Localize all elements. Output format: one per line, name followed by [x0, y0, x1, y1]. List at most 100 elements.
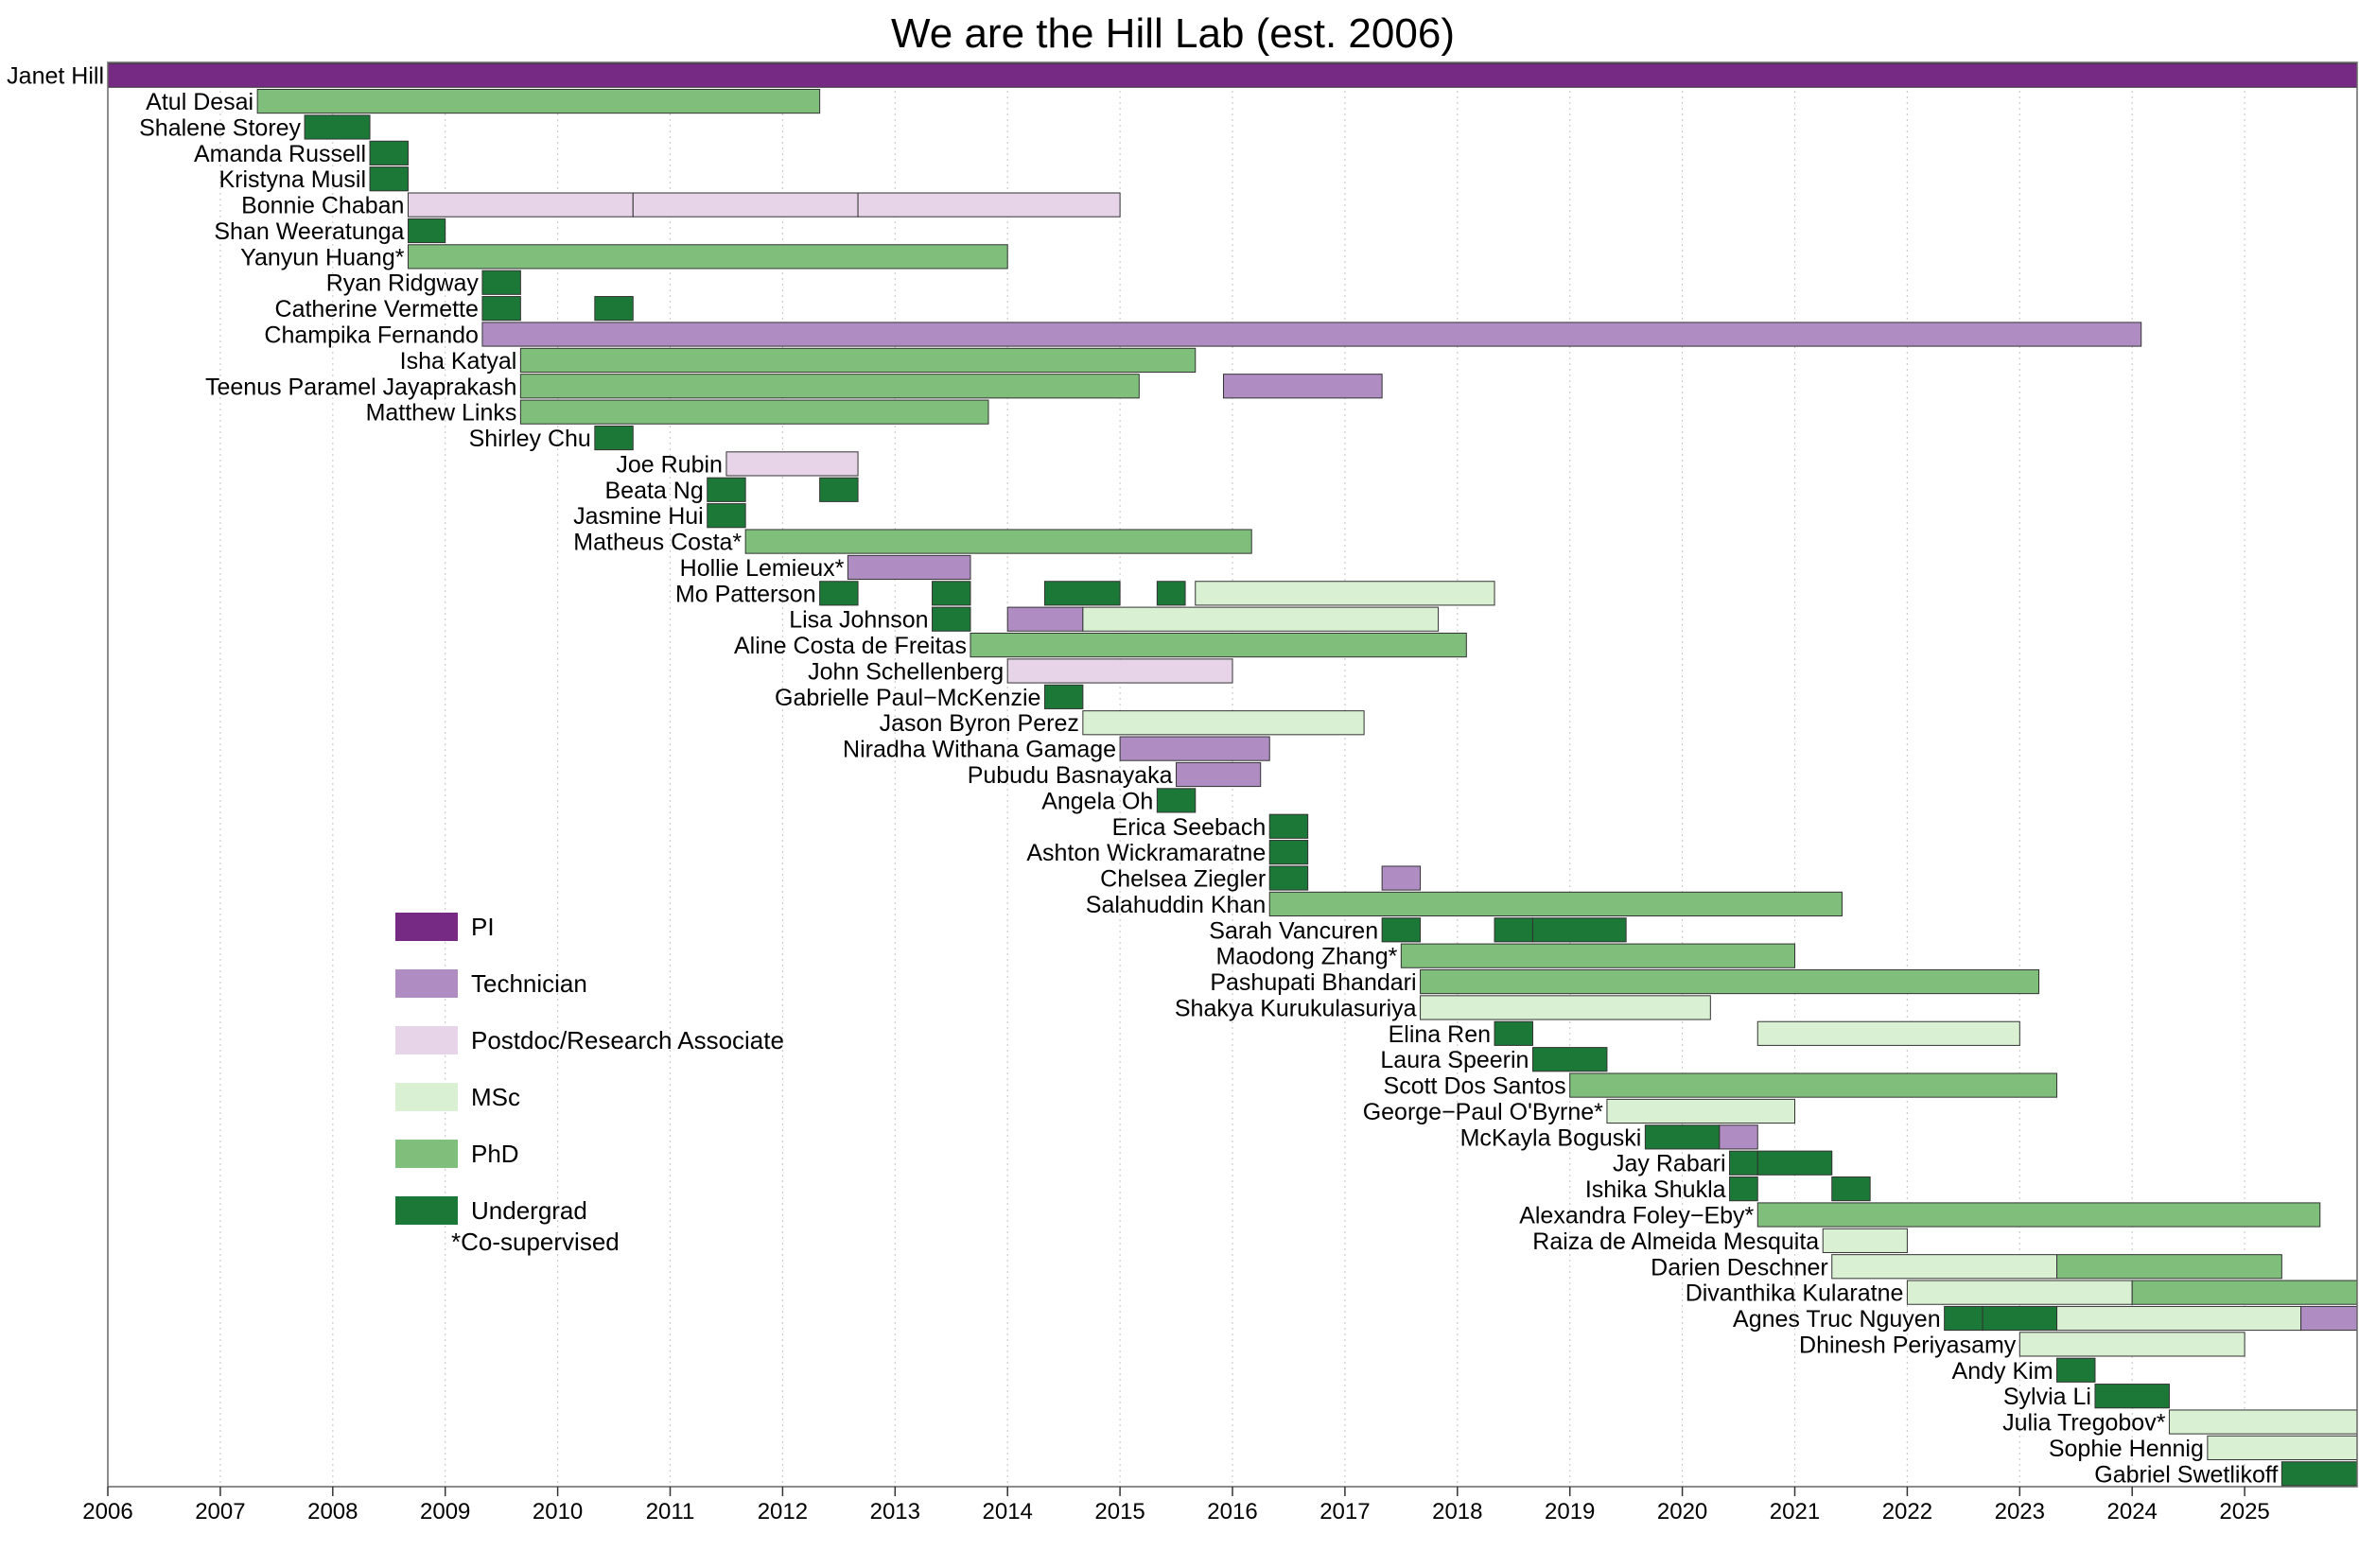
- member-name: Julia Tregobov*: [2002, 1410, 2166, 1437]
- member-name: Beata Ng: [604, 478, 703, 504]
- member-name: Divanthika Kularatne: [1686, 1281, 1904, 1307]
- member-name: Janet Hill: [7, 63, 104, 90]
- member-bar-segment: [1400, 943, 1795, 968]
- member-bar-segment: [707, 477, 746, 502]
- legend-label: Technician: [471, 969, 587, 998]
- member-name: Erica Seebach: [1112, 814, 1267, 841]
- member-bar-segment: [1268, 865, 1309, 891]
- member-bar-segment: [407, 192, 634, 218]
- member-bar-segment: [1381, 865, 1422, 891]
- member-bar-segment: [1420, 968, 2040, 995]
- member-bar-segment: [2094, 1384, 2170, 1409]
- legend-label: MSc: [471, 1083, 520, 1111]
- member-bar-segment: [1644, 1124, 1721, 1150]
- member-name: Amanda Russell: [194, 141, 366, 167]
- member-bar-segment: [1756, 1150, 1833, 1176]
- x-tick-label: 2011: [646, 1499, 695, 1524]
- member-bar-segment: [1176, 761, 1262, 788]
- member-bar-segment: [725, 451, 859, 477]
- member-bar-segment: [2207, 1435, 2358, 1461]
- member-bar-segment: [2168, 1409, 2358, 1435]
- member-bar-segment: [1831, 1176, 1871, 1202]
- member-bar-segment: [407, 244, 1008, 270]
- x-tick-label: 2020: [1657, 1499, 1707, 1524]
- member-name: Hollie Lemieux*: [680, 555, 845, 582]
- x-tick-label: 2014: [983, 1499, 1033, 1524]
- x-tick-label: 2012: [758, 1499, 808, 1524]
- member-name: Aline Costa de Freitas: [734, 633, 967, 659]
- member-bar-segment: [2018, 1332, 2245, 1357]
- legend-label: PhD: [471, 1140, 519, 1168]
- member-bar-segment: [1006, 658, 1233, 684]
- x-tick-label: 2021: [1770, 1499, 1820, 1524]
- member-bar-segment: [1531, 917, 1627, 943]
- member-bar-segment: [481, 270, 521, 295]
- x-tick-label: 2015: [1094, 1499, 1145, 1524]
- member-name: Ryan Ridgway: [326, 270, 480, 297]
- member-bar-segment: [481, 296, 521, 322]
- member-bar-segment: [1831, 1254, 2058, 1280]
- x-tick-label: 2017: [1319, 1499, 1370, 1524]
- x-tick-label: 2006: [82, 1499, 132, 1524]
- member-bar-segment: [256, 88, 821, 114]
- member-bar-segment: [1906, 1280, 2133, 1305]
- co-supervised-note: *Co-supervised: [451, 1228, 620, 1256]
- member-bar-segment: [2280, 1461, 2358, 1487]
- member-bar-segment: [1982, 1305, 2058, 1332]
- chart-title: We are the Hill Lab (est. 2006): [891, 10, 1455, 57]
- x-tick-label: 2008: [307, 1499, 358, 1524]
- member-name: Raiza de Almeida Mesquita: [1532, 1228, 1819, 1255]
- member-name: Atul Desai: [146, 89, 253, 115]
- member-bar-segment: [369, 166, 409, 192]
- member-bar-segment: [932, 606, 971, 632]
- member-name: Shalene Storey: [139, 114, 301, 141]
- member-bar-segment: [1119, 736, 1270, 761]
- member-bar-segment: [1822, 1228, 1908, 1253]
- x-tick-label: 2025: [2219, 1499, 2269, 1524]
- member-name: Salahuddin Khan: [1086, 892, 1266, 918]
- member-name: Mo Patterson: [675, 581, 816, 607]
- member-bar-segment: [1268, 840, 1309, 865]
- member-name: Darien Deschner: [1651, 1254, 1828, 1281]
- member-bar-segment: [1082, 606, 1440, 632]
- member-bar-segment: [2056, 1305, 2302, 1332]
- member-name: Isha Katyal: [400, 348, 517, 375]
- member-bar-segment: [970, 632, 1467, 658]
- member-bar-segment: [1569, 1072, 2058, 1098]
- member-name: Shan Weeratunga: [214, 218, 404, 245]
- member-name: John Schellenberg: [808, 658, 1004, 685]
- x-tick-label: 2024: [2107, 1499, 2158, 1524]
- member-name: Jasmine Hui: [573, 503, 704, 530]
- x-tick-label: 2016: [1207, 1499, 1257, 1524]
- x-tick-label: 2009: [420, 1499, 470, 1524]
- legend-swatch: [395, 1196, 458, 1225]
- member-bar-segment: [2131, 1280, 2358, 1305]
- member-name: Matthew Links: [366, 400, 517, 427]
- member-name: Teenus Paramel Jayaprakash: [205, 374, 516, 400]
- member-name: Maodong Zhang*: [1216, 944, 1398, 970]
- member-name: Scott Dos Santos: [1384, 1073, 1566, 1100]
- member-name: Pubudu Basnayaka: [968, 762, 1173, 789]
- member-bar-segment: [2056, 1254, 2282, 1280]
- member-name: Niradha Withana Gamage: [843, 737, 1116, 763]
- member-name: Pashupati Bhandari: [1210, 969, 1416, 996]
- member-name: Alexandra Foley−Eby*: [1519, 1202, 1754, 1228]
- member-bar-segment: [847, 554, 971, 581]
- member-name: Champika Fernando: [264, 322, 479, 349]
- member-bar-segment: [1381, 917, 1422, 943]
- member-name: Laura Speerin: [1380, 1047, 1529, 1073]
- legend-swatch: [395, 969, 458, 998]
- member-bar-segment: [519, 399, 989, 425]
- member-bar-segment: [2056, 1357, 2096, 1383]
- member-name: Jay Rabari: [1613, 1151, 1726, 1177]
- member-bar-segment: [304, 114, 371, 140]
- member-name: Kristyna Musil: [218, 166, 366, 193]
- member-name: George−Paul O'Byrne*: [1363, 1099, 1603, 1125]
- member-name: Ashton Wickramaratne: [1026, 840, 1266, 866]
- member-name: McKayla Boguski: [1460, 1124, 1642, 1151]
- member-bar-segment: [707, 503, 746, 529]
- legend-label: Postdoc/Research Associate: [471, 1026, 784, 1054]
- member-bar-segment: [1944, 1305, 1983, 1332]
- member-bar-segment: [1156, 788, 1197, 813]
